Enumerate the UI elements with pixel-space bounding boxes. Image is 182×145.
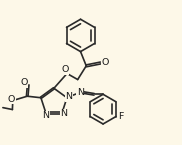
Text: N: N: [42, 111, 49, 120]
Text: F: F: [118, 112, 123, 121]
Text: O: O: [8, 95, 15, 104]
Text: O: O: [20, 78, 28, 87]
Text: N: N: [60, 109, 67, 118]
Text: O: O: [61, 65, 69, 74]
Text: N: N: [77, 88, 84, 97]
Text: O: O: [101, 58, 108, 67]
Text: N: N: [65, 92, 72, 101]
